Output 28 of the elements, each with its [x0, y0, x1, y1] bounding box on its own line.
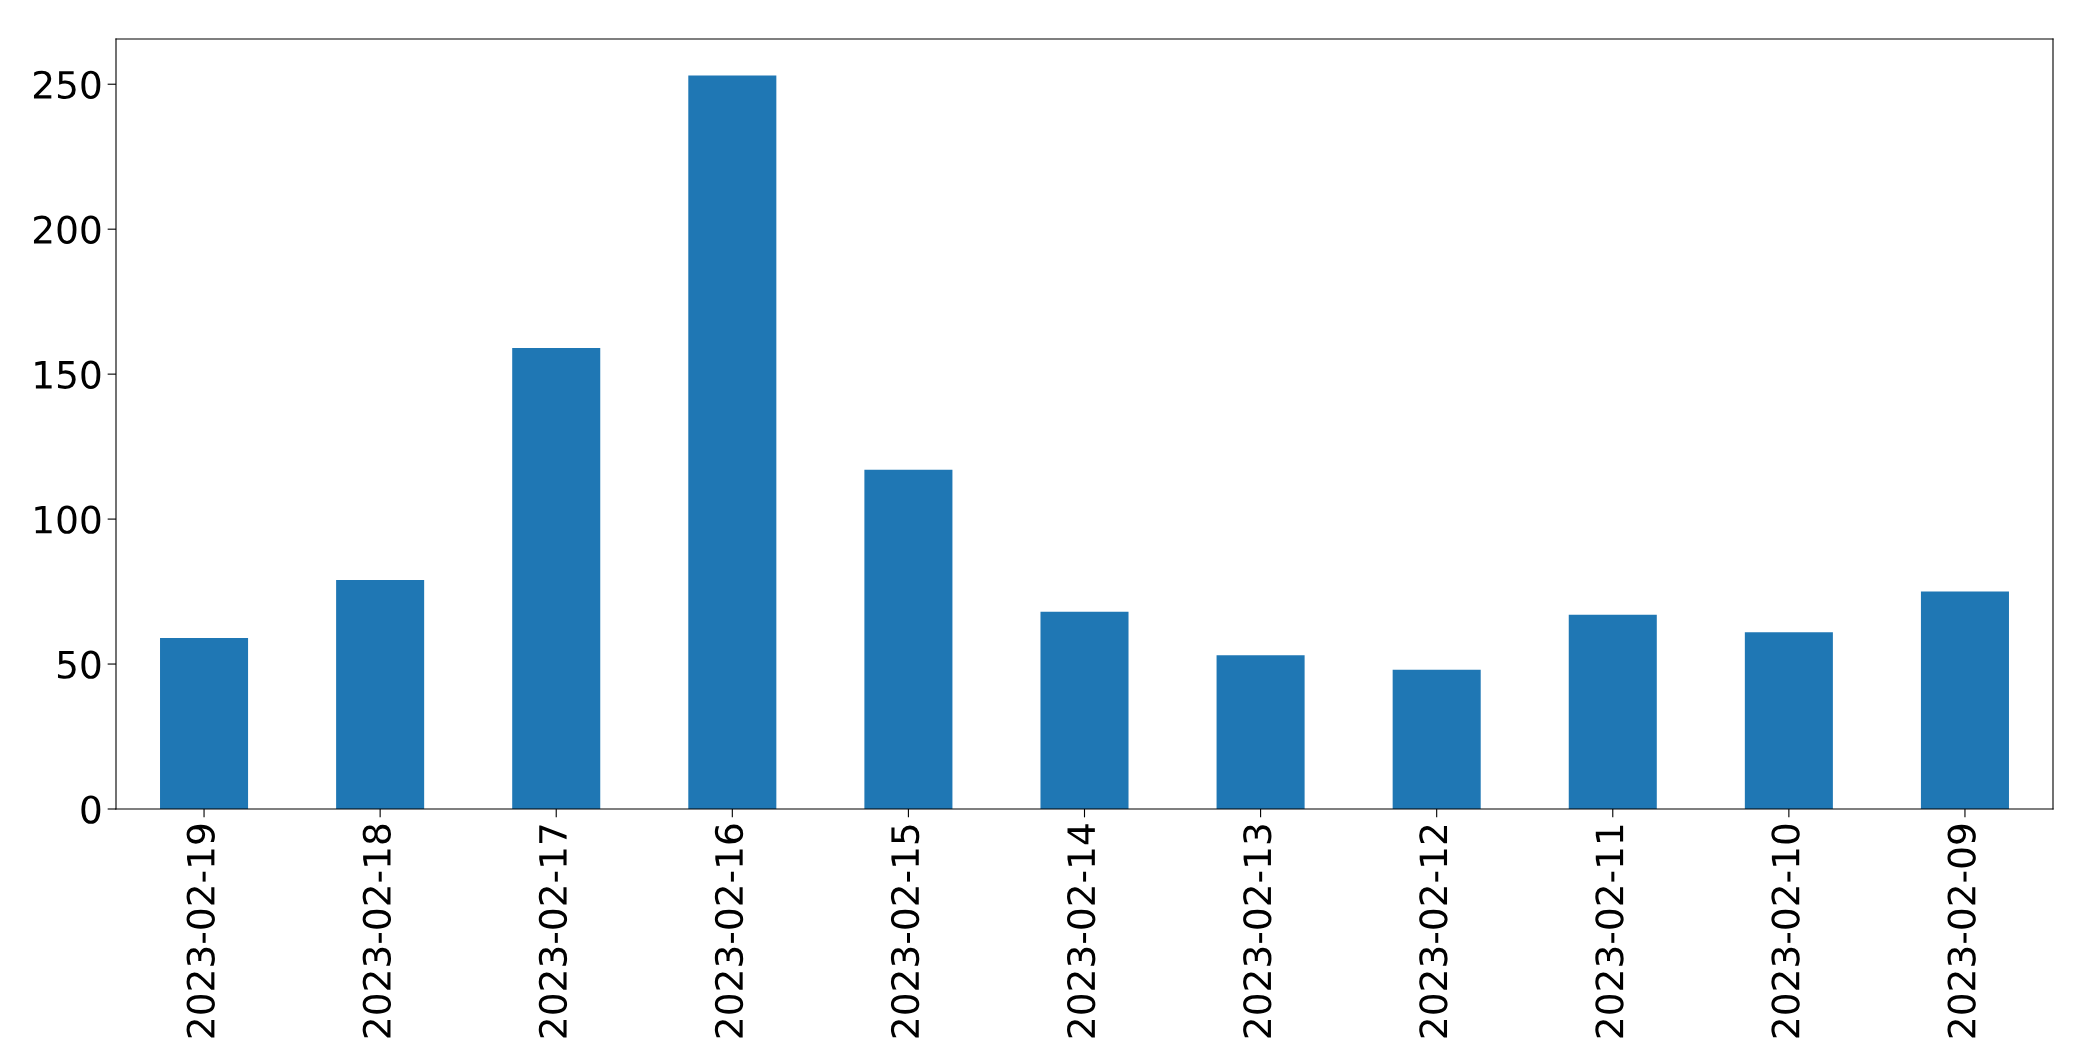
x-tick-label: 2023-02-18: [362, 824, 392, 1038]
x-tick-label: 2023-02-19: [186, 824, 215, 1038]
y-tick-label: 150: [35, 360, 101, 389]
x-tick-label: 2023-02-16: [714, 824, 744, 1038]
bar: [160, 637, 249, 809]
bar: [1920, 591, 2009, 809]
x-tick-label: 2023-02-10: [1771, 824, 1800, 1038]
bar: [1744, 632, 1833, 809]
bar: [864, 469, 953, 809]
bar: [336, 579, 425, 809]
x-tick-label: 2023-02-12: [1419, 825, 1448, 1038]
y-tick-label: 100: [35, 505, 101, 534]
bar: [1568, 614, 1657, 809]
bar: [1392, 669, 1481, 809]
x-tick-label: 2023-02-15: [890, 825, 920, 1038]
x-tick-label: 2023-02-14: [1067, 824, 1096, 1038]
x-tick-label: 2023-02-17: [538, 825, 568, 1038]
bar: [688, 75, 777, 809]
x-tick-label: 2023-02-11: [1595, 825, 1624, 1038]
y-tick-label: 250: [33, 70, 101, 100]
x-tick-label: 2023-02-09: [1947, 824, 1976, 1038]
bar: [1216, 655, 1305, 809]
y-tick-label: 0: [81, 795, 101, 824]
y-tick-label: 50: [57, 650, 101, 679]
x-tick-label: 2023-02-13: [1243, 825, 1272, 1038]
bar: [512, 348, 601, 809]
bar: [1040, 611, 1129, 809]
y-tick-label: 200: [33, 215, 101, 244]
